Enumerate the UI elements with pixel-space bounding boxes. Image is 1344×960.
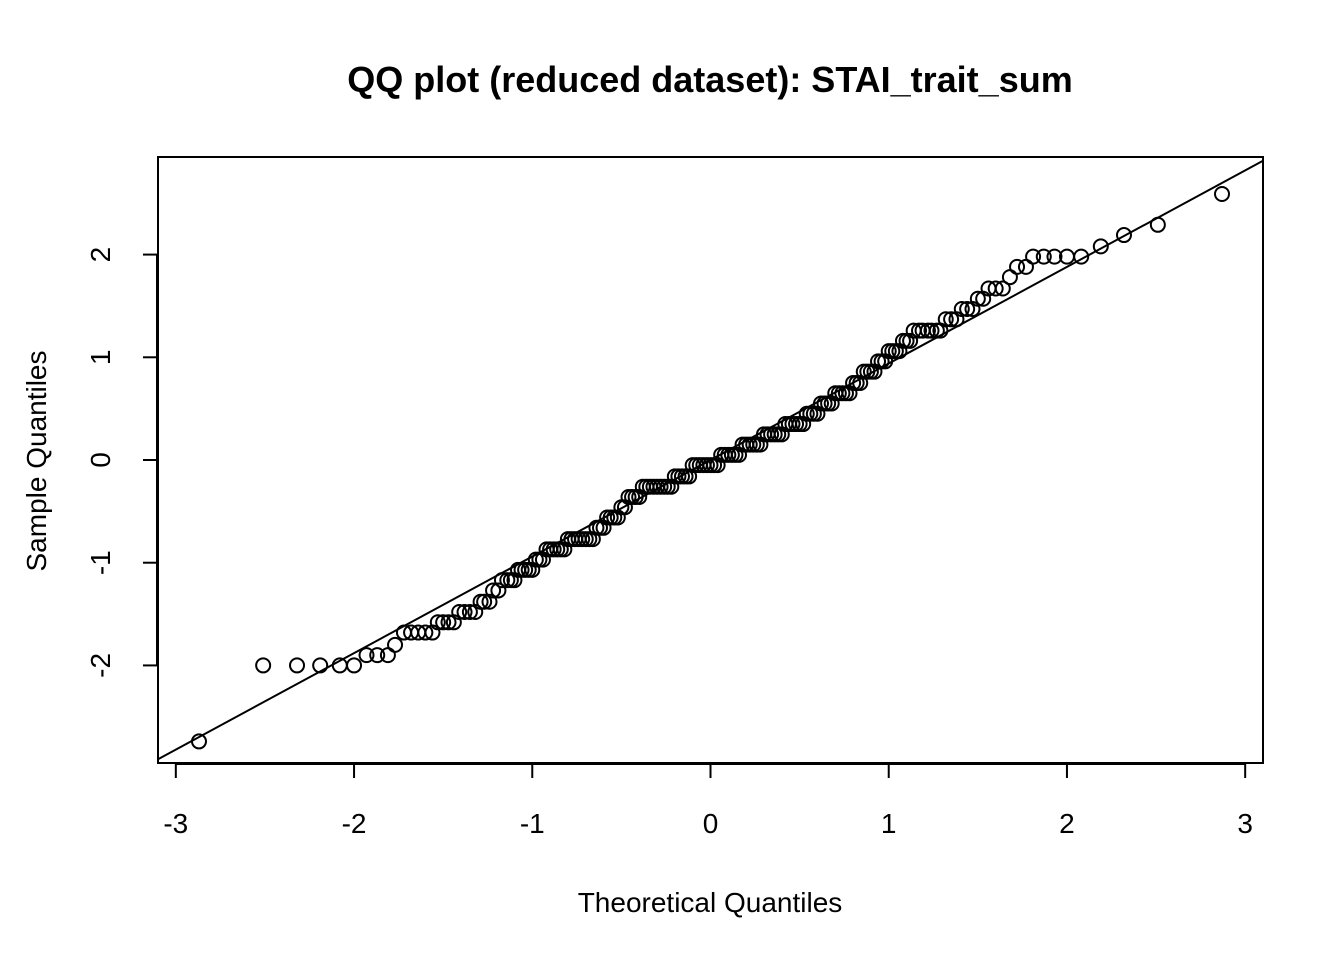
data-point: [969, 290, 986, 307]
data-point: [289, 657, 306, 674]
x-tick-label: -2: [342, 808, 367, 839]
data-point: [369, 647, 386, 664]
x-tick-label: -1: [520, 808, 545, 839]
data-point: [1035, 248, 1052, 265]
data-point: [1001, 269, 1018, 286]
data-point: [417, 624, 434, 641]
y-tick-label: 2: [85, 247, 116, 263]
data-point: [255, 657, 272, 674]
data-point: [190, 733, 207, 750]
data-point: [959, 301, 976, 318]
x-tick-label: 0: [703, 808, 719, 839]
data-point: [476, 593, 493, 610]
y-tick-label: -2: [85, 653, 116, 678]
data-point: [584, 531, 601, 548]
data-point: [312, 657, 329, 674]
x-tick-label: 1: [881, 808, 897, 839]
data-point: [1009, 258, 1026, 275]
x-tick-label: -3: [163, 808, 188, 839]
y-axis-label: Sample Quantiles: [21, 350, 52, 571]
data-point: [953, 301, 970, 318]
data-point: [440, 614, 457, 631]
data-point: [435, 614, 452, 631]
data-point: [1025, 248, 1042, 265]
y-axis: -2 -1 0 1 2: [85, 247, 158, 678]
plot-area: [158, 159, 1263, 761]
data-point: [937, 311, 954, 328]
data-point: [451, 604, 468, 621]
data-point: [1092, 238, 1109, 255]
data-point: [456, 604, 473, 621]
x-axis: -3 -2 -1 0 1 2 3: [163, 763, 1253, 839]
x-tick-label: 3: [1237, 808, 1253, 839]
data-point: [902, 332, 919, 349]
data-point: [681, 468, 698, 485]
data-point: [943, 311, 960, 328]
data-point: [379, 647, 396, 664]
y-tick-label: -1: [85, 550, 116, 575]
data-point: [994, 280, 1011, 297]
data-point: [490, 582, 507, 599]
y-tick-label: 0: [85, 452, 116, 468]
data-point: [1115, 227, 1132, 244]
chart-title: QQ plot (reduced dataset): STAI_trait_su…: [347, 59, 1072, 100]
x-tick-label: 2: [1059, 808, 1075, 839]
data-point: [461, 604, 478, 621]
y-tick-label: 1: [85, 349, 116, 365]
data-point: [485, 582, 502, 599]
data-point: [852, 374, 869, 391]
data-point: [1073, 248, 1090, 265]
data-point: [358, 647, 375, 664]
data-point: [923, 322, 940, 339]
data-point: [1017, 258, 1034, 275]
data-point: [346, 657, 363, 674]
data-point: [1149, 216, 1166, 233]
data-point: [987, 280, 1004, 297]
data-point: [1214, 185, 1231, 202]
x-axis-label: Theoretical Quantiles: [578, 887, 843, 918]
data-point: [429, 614, 446, 631]
data-point: [387, 636, 404, 653]
data-point: [493, 572, 510, 589]
data-point: [1046, 248, 1063, 265]
data-point: [481, 593, 498, 610]
